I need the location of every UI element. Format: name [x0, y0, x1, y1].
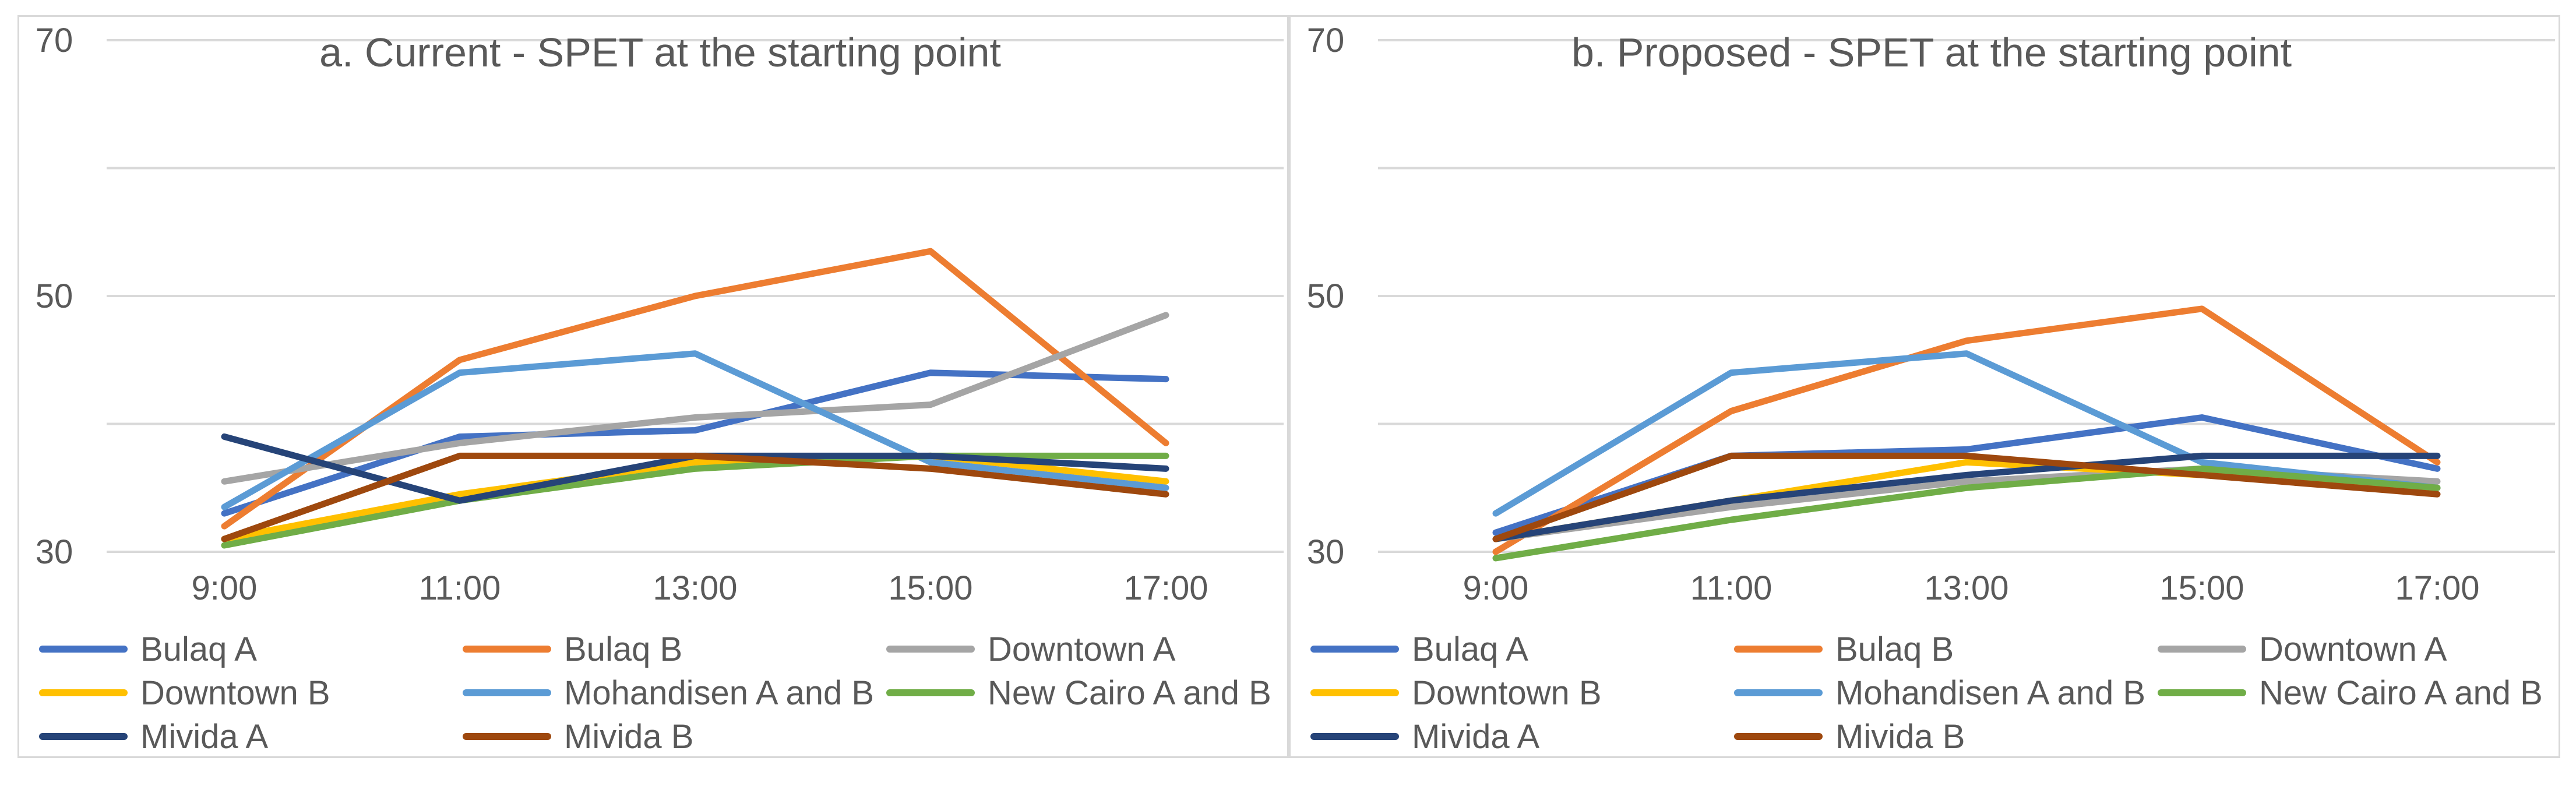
x-tick-label: 17:00 [1123, 569, 1208, 607]
legend-label-bulaq-b: Bulaq B [564, 630, 682, 668]
series-line-mivida-b [221, 452, 1169, 542]
series-line-mohandisen-a-and-b [1492, 350, 2441, 517]
y-tick-label: 30 [36, 533, 73, 571]
legend-label-downtown-a: Downtown A [988, 630, 1176, 668]
x-tick-label: 13:00 [653, 569, 737, 607]
series-line-downtown-b [221, 452, 1169, 542]
legend-label-mivida-a: Mivida A [140, 718, 269, 756]
chart-title: b. Proposed - SPET at the starting point [1571, 30, 2292, 75]
legend-label-bulaq-b: Bulaq B [1835, 630, 1954, 668]
x-tick-label: 17:00 [2395, 569, 2479, 607]
series-line-bulaq-b [1492, 305, 2441, 555]
legend-label-mohandisen-a-and-b: Mohandisen A and B [1835, 674, 2145, 712]
y-tick-label: 50 [36, 277, 73, 315]
series-line-new-cairo-a-and-b [1492, 465, 2441, 562]
x-tick-label: 15:00 [2159, 569, 2244, 607]
y-tick-label: 50 [1307, 277, 1345, 315]
series-line-new-cairo-a-and-b [221, 452, 1169, 549]
legend-label-bulaq-a: Bulaq A [140, 630, 257, 668]
chart-panel-current: 30 50 70 9:00 11:00 13:00 15:00 17:00 a. Current… [17, 15, 1289, 758]
x-tick-label: 15:00 [888, 569, 972, 607]
legend-label-new-cairo-a-and-b: New Cairo A and B [988, 674, 1271, 712]
chart-proposed-svg: 30 50 70 9:00 11:00 13:00 15:00 17:00 b. Propose… [1307, 22, 2555, 756]
legend-label-mivida-b: Mivida B [564, 718, 693, 756]
chart-panel-proposed: 30 50 70 9:00 11:00 13:00 15:00 17:00 b. Propose… [1289, 15, 2560, 758]
y-tick-label: 70 [1307, 22, 1345, 59]
legend-label-mohandisen-a-and-b: Mohandisen A and B [564, 674, 874, 712]
legend-label-new-cairo-a-and-b: New Cairo A and B [2259, 674, 2543, 712]
x-tick-label: 11:00 [1690, 569, 1772, 607]
x-tick-label: 11:00 [419, 569, 501, 607]
legend-label-mivida-b: Mivida B [1835, 718, 1965, 756]
legend-label-bulaq-a: Bulaq A [1412, 630, 1528, 668]
legend-label-mivida-a: Mivida A [1412, 718, 1540, 756]
chart-title: a. Current - SPET at the starting point [319, 30, 1001, 75]
y-tick-label: 30 [1307, 533, 1345, 571]
legend-label-downtown-b: Downtown B [140, 674, 330, 712]
series-line-bulaq-b [221, 248, 1169, 530]
series-line-mivida-b [1492, 452, 2441, 542]
y-tick-label: 70 [36, 22, 73, 59]
x-tick-label: 9:00 [192, 569, 258, 607]
x-tick-label: 13:00 [1924, 569, 2008, 607]
series-line-downtown-a [221, 312, 1169, 485]
series-line-mohandisen-a-and-b [221, 350, 1169, 510]
x-tick-label: 9:00 [1463, 569, 1529, 607]
series-line-mivida-a [1492, 452, 2441, 542]
legend-label-downtown-a: Downtown A [2259, 630, 2447, 668]
chart-current-svg: 30 50 70 9:00 11:00 13:00 15:00 17:00 a. Current… [36, 22, 1284, 756]
legend-label-downtown-b: Downtown B [1412, 674, 1602, 712]
